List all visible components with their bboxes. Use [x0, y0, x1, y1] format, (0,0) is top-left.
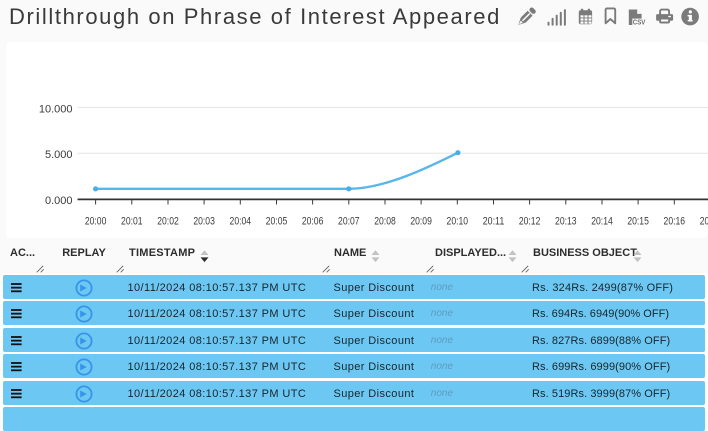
svg-text:20:14: 20:14: [591, 216, 613, 228]
svg-text:20:17: 20:17: [700, 216, 708, 228]
svg-text:20:00: 20:00: [85, 216, 107, 228]
svg-text:20:03: 20:03: [193, 216, 215, 228]
svg-text:20:12: 20:12: [519, 216, 541, 228]
svg-text:20:04: 20:04: [230, 216, 252, 228]
svg-text:20:10: 20:10: [447, 216, 469, 228]
svg-text:20:02: 20:02: [157, 216, 179, 228]
svg-text:20:13: 20:13: [555, 216, 577, 228]
svg-text:20:01: 20:01: [121, 216, 143, 228]
svg-text:20:07: 20:07: [338, 216, 360, 228]
svg-text:20:09: 20:09: [410, 216, 432, 228]
svg-text:5.000: 5.000: [45, 149, 73, 161]
svg-text:20:16: 20:16: [664, 216, 686, 228]
svg-text:20:08: 20:08: [374, 216, 396, 228]
svg-text:20:06: 20:06: [302, 216, 324, 228]
svg-text:20:15: 20:15: [627, 216, 649, 228]
svg-text:20:11: 20:11: [483, 216, 505, 228]
svg-text:20:05: 20:05: [266, 216, 288, 228]
svg-text:CSV: CSV: [633, 19, 646, 26]
svg-text:10.000: 10.000: [39, 103, 73, 115]
svg-text:0.000: 0.000: [45, 195, 73, 207]
